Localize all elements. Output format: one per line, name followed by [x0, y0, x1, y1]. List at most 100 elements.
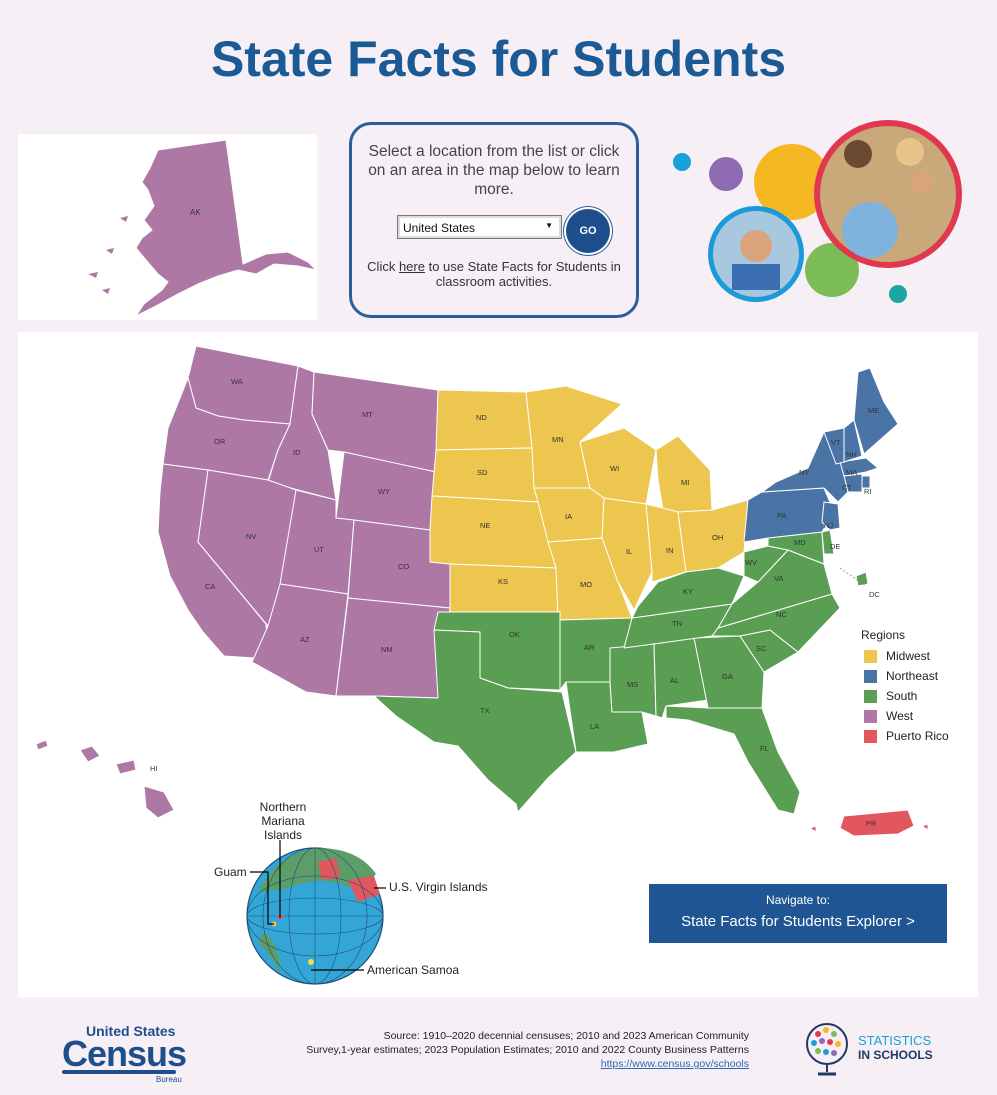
label-mt: MT: [362, 410, 373, 419]
state-nh[interactable]: [843, 419, 863, 463]
legend-label: South: [886, 689, 918, 703]
go-button[interactable]: GO: [566, 209, 610, 253]
state-ne[interactable]: [429, 495, 557, 569]
state-wv[interactable]: [743, 545, 789, 583]
source-line1: Source: 1910–2020 decennial censuses; 20…: [383, 1030, 749, 1042]
label-ca: CA: [205, 582, 215, 591]
state-mi[interactable]: [655, 435, 713, 517]
state-ri[interactable]: [861, 475, 871, 489]
label-hi: HI: [150, 764, 158, 773]
label-ia: IA: [565, 512, 572, 521]
label-ar: AR: [584, 643, 595, 652]
label-nm: NM: [381, 645, 393, 654]
legend-swatch: [864, 709, 877, 723]
label-mn: MN: [552, 435, 564, 444]
label-ne: NE: [480, 521, 490, 530]
classroom-text-before: Click: [367, 259, 399, 274]
label-pr: PR: [866, 819, 877, 828]
label-nh: NH: [846, 450, 857, 459]
us-map-panel: WA OR CA ID NV MT WY UT AZ CO NM ND SD N…: [18, 332, 978, 997]
state-ks[interactable]: [449, 563, 561, 613]
label-ga: GA: [722, 672, 733, 681]
legend-label: West: [886, 709, 914, 723]
label-nd: ND: [476, 413, 487, 422]
label-ut: UT: [314, 545, 324, 554]
explorer-nav-button[interactable]: Navigate to: State Facts for Students Ex…: [649, 884, 947, 943]
label-ok: OK: [509, 630, 520, 639]
chevron-down-icon: ▼: [545, 221, 553, 230]
census-bureau-logo[interactable]: United States Census Bureau: [62, 1023, 187, 1084]
label-ct: CT: [842, 483, 852, 492]
location-dropdown[interactable]: United States ▼: [397, 215, 562, 239]
source-line2: Survey,1-year estimates; 2023 Population…: [306, 1044, 749, 1056]
label-sc: SC: [756, 644, 767, 653]
label-dc: DC: [869, 590, 880, 599]
label-mo: MO: [580, 580, 592, 589]
legend-swatch: [864, 729, 877, 743]
label-nj: NJ: [824, 521, 833, 530]
state-nm[interactable]: [335, 597, 451, 699]
classroom-activities-text: Click here to use State Facts for Studen…: [362, 259, 626, 289]
label-co: CO: [398, 562, 409, 571]
sis-line1: STATISTICS: [858, 1033, 932, 1048]
label-id: ID: [293, 448, 301, 457]
label-de: DE: [830, 542, 840, 551]
classroom-text-after: to use State Facts for Students in class…: [424, 259, 621, 289]
regions-legend: Regions Midwest Northeast South West Pue…: [861, 628, 949, 746]
label-vt: VT: [831, 438, 841, 447]
territory-pr[interactable]: [839, 809, 915, 837]
state-in[interactable]: [645, 503, 687, 583]
state-mt[interactable]: [311, 371, 439, 473]
label-md: MD: [794, 538, 806, 547]
classroom-link[interactable]: here: [398, 259, 425, 274]
state-nc[interactable]: [711, 593, 841, 653]
label-ks: KS: [498, 577, 508, 586]
samoa-mark[interactable]: [308, 959, 314, 965]
nav-label: Navigate to:: [765, 893, 831, 907]
page-title: State Facts for Students: [210, 31, 787, 87]
label-guam[interactable]: Guam: [214, 865, 247, 879]
state-az[interactable]: [251, 583, 349, 697]
explorer-link[interactable]: State Facts for Students Explorer >: [681, 913, 915, 930]
selector-prompt: Select a location from the list or click…: [368, 143, 620, 198]
census-logo-line1: United States: [86, 1023, 176, 1039]
label-az: AZ: [300, 635, 310, 644]
schools-url-link[interactable]: https://www.census.gov/schools: [600, 1058, 749, 1070]
label-la: LA: [590, 722, 599, 731]
globe-icon: [806, 1023, 848, 1076]
state-hi[interactable]: [35, 739, 175, 819]
legend-item-northeast: Northeast: [861, 666, 949, 686]
label-wv: WV: [745, 558, 757, 567]
legend-item-south: South: [861, 686, 949, 706]
state-dc[interactable]: [855, 571, 869, 587]
label-samoa[interactable]: American Samoa: [367, 963, 460, 977]
state-ma[interactable]: [839, 457, 879, 477]
label-wy: WY: [378, 487, 390, 496]
label-nc: NC: [776, 610, 787, 619]
label-al: AL: [670, 676, 679, 685]
label-cnmi[interactable]: Northern Mariana Islands: [259, 800, 307, 842]
legend-label: Northeast: [886, 669, 939, 683]
state-fl[interactable]: [665, 705, 801, 815]
state-de[interactable]: [821, 529, 835, 555]
legend-swatch: [864, 649, 877, 663]
label-ny: NY: [799, 468, 809, 477]
state-ky[interactable]: [631, 567, 745, 619]
state-ak[interactable]: [134, 139, 318, 318]
label-pa: PA: [777, 511, 786, 520]
label-oh: OH: [712, 533, 723, 542]
label-ky: KY: [683, 587, 693, 596]
label-ms: MS: [627, 680, 638, 689]
label-usvi[interactable]: U.S. Virgin Islands: [389, 880, 488, 894]
state-nj[interactable]: [821, 501, 841, 531]
census-logo-line2: Census: [62, 1033, 187, 1074]
state-tx[interactable]: [373, 629, 577, 813]
label-ri: RI: [864, 487, 872, 496]
statistics-in-schools-logo[interactable]: STATISTICS IN SCHOOLS: [800, 1016, 933, 1080]
label-nv: NV: [246, 532, 256, 541]
legend-item-midwest: Midwest: [861, 646, 949, 666]
usvi-mark[interactable]: [348, 876, 380, 902]
state-ct[interactable]: [843, 473, 863, 493]
state-me[interactable]: [853, 367, 899, 455]
legend-swatch: [864, 689, 877, 703]
